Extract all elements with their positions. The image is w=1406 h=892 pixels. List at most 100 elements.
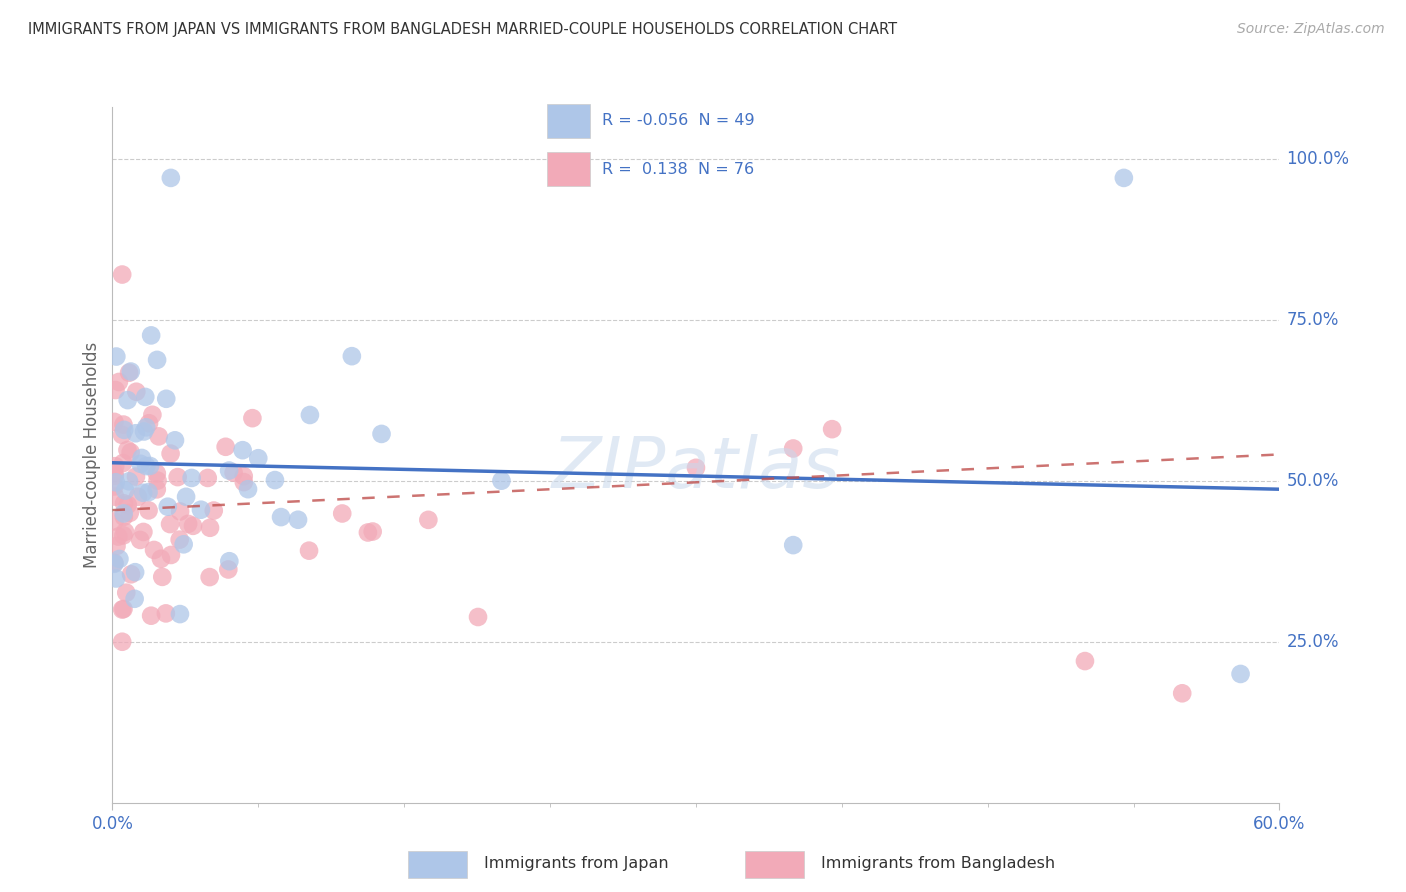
- Point: [298, 408, 321, 422]
- Point: [821, 422, 844, 436]
- Point: [146, 352, 169, 367]
- Point: [149, 551, 172, 566]
- Point: [330, 507, 353, 521]
- Point: [287, 513, 309, 527]
- FancyBboxPatch shape: [408, 851, 467, 878]
- Point: [134, 390, 156, 404]
- Point: [357, 525, 380, 540]
- Point: [143, 543, 166, 558]
- Point: [232, 475, 254, 489]
- Point: [104, 475, 127, 490]
- Point: [159, 517, 181, 532]
- Point: [197, 471, 219, 485]
- Point: [138, 485, 160, 500]
- Point: [118, 366, 141, 380]
- Point: [120, 567, 142, 582]
- Point: [112, 528, 135, 542]
- Point: [1171, 686, 1194, 700]
- Point: [1112, 170, 1135, 185]
- Point: [118, 506, 141, 520]
- Point: [146, 474, 169, 488]
- Point: [198, 521, 221, 535]
- Point: [163, 434, 186, 448]
- Point: [173, 537, 195, 551]
- Point: [120, 365, 142, 379]
- Point: [111, 268, 134, 282]
- Text: 50.0%: 50.0%: [1286, 472, 1339, 490]
- Point: [202, 503, 225, 517]
- Point: [232, 443, 254, 458]
- Point: [198, 570, 221, 584]
- Point: [103, 515, 125, 529]
- Text: Immigrants from Bangladesh: Immigrants from Bangladesh: [821, 856, 1056, 871]
- Point: [169, 533, 191, 547]
- Point: [491, 474, 513, 488]
- Point: [132, 425, 155, 439]
- Point: [160, 548, 183, 562]
- Point: [150, 570, 173, 584]
- Point: [685, 460, 707, 475]
- Point: [105, 572, 128, 586]
- Point: [418, 513, 440, 527]
- Point: [104, 490, 127, 504]
- Point: [160, 170, 183, 185]
- Point: [112, 602, 135, 616]
- FancyBboxPatch shape: [745, 851, 804, 878]
- Point: [111, 428, 134, 442]
- Point: [127, 490, 149, 504]
- Point: [1229, 667, 1251, 681]
- Point: [125, 384, 148, 399]
- Point: [155, 392, 177, 406]
- Text: 100.0%: 100.0%: [1286, 150, 1350, 168]
- Point: [111, 634, 134, 648]
- Text: IMMIGRANTS FROM JAPAN VS IMMIGRANTS FROM BANGLADESH MARRIED-COUPLE HOUSEHOLDS CO: IMMIGRANTS FROM JAPAN VS IMMIGRANTS FROM…: [28, 22, 897, 37]
- Point: [112, 423, 135, 437]
- Point: [103, 466, 125, 480]
- Point: [117, 498, 139, 512]
- FancyBboxPatch shape: [547, 153, 591, 186]
- Text: Source: ZipAtlas.com: Source: ZipAtlas.com: [1237, 22, 1385, 37]
- Point: [217, 562, 239, 576]
- Point: [108, 552, 131, 566]
- Point: [247, 451, 270, 466]
- Point: [103, 556, 125, 570]
- Point: [159, 447, 181, 461]
- Point: [115, 585, 138, 599]
- Point: [112, 417, 135, 432]
- Point: [782, 442, 804, 456]
- Point: [132, 485, 155, 500]
- Point: [125, 469, 148, 483]
- Point: [125, 426, 148, 441]
- Point: [264, 473, 287, 487]
- Point: [138, 503, 160, 517]
- Point: [156, 500, 179, 514]
- Point: [112, 507, 135, 521]
- Point: [114, 524, 136, 539]
- Point: [132, 524, 155, 539]
- Point: [146, 483, 169, 497]
- Point: [138, 416, 160, 430]
- Point: [124, 591, 146, 606]
- Point: [131, 450, 153, 465]
- Point: [242, 411, 264, 425]
- Point: [135, 459, 157, 474]
- Point: [270, 510, 292, 524]
- Point: [218, 463, 240, 477]
- Point: [112, 509, 135, 524]
- Point: [232, 469, 254, 483]
- Point: [141, 408, 163, 422]
- Text: ZIPatlas: ZIPatlas: [551, 434, 841, 503]
- Point: [124, 565, 146, 579]
- Point: [103, 415, 125, 429]
- Text: R = -0.056  N = 49: R = -0.056 N = 49: [602, 113, 755, 128]
- Point: [1074, 654, 1097, 668]
- Point: [104, 468, 127, 483]
- Point: [169, 607, 191, 621]
- Point: [174, 490, 197, 504]
- Point: [166, 470, 188, 484]
- Point: [135, 420, 157, 434]
- Point: [155, 607, 177, 621]
- Point: [107, 530, 129, 544]
- Point: [118, 475, 141, 489]
- Point: [117, 442, 139, 457]
